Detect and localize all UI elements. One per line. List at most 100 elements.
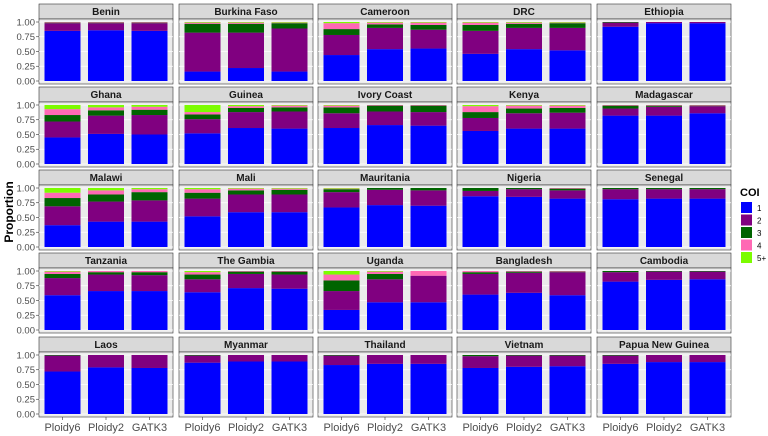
bar-segment	[44, 198, 81, 207]
bar-segment	[689, 279, 726, 330]
bar-segment	[549, 271, 586, 272]
bar-segment	[228, 105, 264, 107]
bar-segment	[131, 30, 168, 82]
bar-segment	[462, 271, 499, 273]
bar-segment	[323, 29, 360, 35]
bar-segment	[410, 48, 447, 81]
bar-segment	[184, 119, 221, 134]
bar-segment	[88, 221, 124, 247]
bar-segment	[506, 292, 542, 330]
bar-segment	[323, 274, 360, 281]
bar-segment	[271, 188, 308, 189]
bar-segment	[602, 115, 639, 164]
bar-segment	[549, 188, 586, 189]
bar-segment	[323, 192, 360, 208]
legend-label: 3	[757, 229, 762, 238]
bar-segment	[228, 32, 264, 69]
bar-segment	[131, 105, 168, 107]
bar-segment	[602, 355, 639, 356]
facet-panel: Tanzania 0.00 0.25 0.50 0.75 1.00	[17, 252, 174, 336]
bar-segment	[323, 291, 360, 310]
bar-segment	[44, 278, 81, 296]
bar-segment	[602, 22, 639, 23]
y-tick-label: 0.50	[17, 213, 36, 224]
bar-segment	[271, 271, 308, 272]
bar-segment	[44, 273, 81, 279]
bar-segment	[367, 279, 403, 303]
bar-segment	[646, 198, 682, 247]
facet-strip-label: The Gambia	[217, 256, 275, 267]
bar-segment	[367, 205, 403, 247]
y-tick-label: 0.50	[17, 47, 36, 58]
bar-segment	[228, 68, 264, 81]
bar-segment	[549, 107, 586, 113]
y-tick-label: 0.00	[17, 242, 36, 253]
facet-panel: Papua New Guinea Ploidy6 Ploidy2 GATK3	[596, 336, 732, 434]
bar-segment	[367, 105, 403, 106]
bar-segment	[410, 188, 447, 191]
facet-strip-label: Tanzania	[85, 256, 127, 267]
bar-segment	[323, 188, 360, 190]
bar-segment	[228, 106, 264, 108]
bar-segment	[602, 363, 639, 414]
facet-strip-label: Madagascar	[635, 90, 693, 101]
bar-segment	[323, 105, 360, 106]
bar-segment	[323, 22, 360, 24]
facet-panel: Myanmar Ploidy6 Ploidy2 GATK3	[178, 336, 314, 434]
bar-segment	[228, 107, 264, 113]
facet-strip-label: Thailand	[364, 340, 405, 351]
bar-segment	[228, 194, 264, 213]
bar-segment	[506, 355, 542, 367]
bar-segment	[602, 105, 639, 106]
bar-segment	[228, 22, 264, 23]
bar-segment	[131, 355, 168, 368]
bar-segment	[549, 105, 586, 108]
bar-segment	[646, 279, 682, 330]
bar-segment	[88, 115, 124, 134]
x-tick-label: Ploidy2	[506, 422, 542, 434]
bar-segment	[228, 271, 264, 274]
bar-segment	[184, 198, 221, 217]
bar-segment	[88, 194, 124, 202]
bar-segment	[367, 188, 403, 190]
y-axis-title: Proportion	[2, 181, 16, 242]
y-tick-label: 1.00	[17, 350, 36, 361]
bar-segment	[184, 272, 221, 275]
bar-segment	[410, 105, 447, 106]
bar-segment	[88, 30, 124, 81]
bar-segment	[646, 23, 682, 81]
facet-strip-label: Cambodia	[640, 256, 689, 267]
bar-segment	[549, 295, 586, 330]
bar-segment	[689, 22, 726, 24]
bar-segment	[131, 200, 168, 222]
legend: COI 1 2 3 4 5+	[740, 187, 766, 263]
bar-segment	[367, 271, 403, 272]
bar-segment	[367, 271, 403, 274]
bar-segment	[88, 272, 124, 275]
x-tick-label: Ploidy6	[323, 422, 359, 434]
bar-segment	[271, 128, 308, 164]
bar-segment	[549, 50, 586, 81]
bar-segment	[462, 22, 499, 25]
y-tick-label: 0.50	[17, 296, 36, 307]
bar-segment	[88, 110, 124, 116]
facet-panel: Burkina Faso	[178, 3, 314, 85]
y-tick-label: 1.00	[17, 100, 36, 111]
y-tick-label: 1.00	[17, 183, 36, 194]
y-tick-label: 0.25	[17, 62, 36, 73]
facet-strip-label: Papua New Guinea	[619, 340, 709, 351]
bar-segment	[184, 71, 221, 81]
bar-segment	[44, 109, 81, 116]
legend-key	[741, 239, 752, 251]
bar-segment	[462, 355, 499, 357]
facet-panel: Cameroon	[317, 3, 453, 85]
bar-segment	[44, 137, 81, 164]
bar-segment	[602, 105, 639, 109]
bar-segment	[602, 355, 639, 364]
bar-segment	[271, 212, 308, 247]
facet-strip-label: Malawi	[90, 173, 123, 184]
bar-segment	[44, 225, 81, 247]
bar-segment	[131, 367, 168, 414]
bar-segment	[602, 272, 639, 282]
